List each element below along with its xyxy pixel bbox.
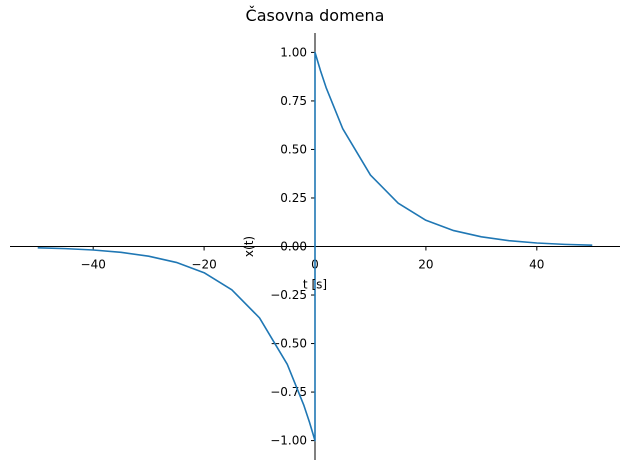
series-layer (37, 51, 593, 442)
y-ticks: −1.00 −0.75 −0.50 −0.25 0.00 0.25 0.50 0.75 1.00 (270, 45, 315, 448)
y-tick-label: 0.75 (280, 94, 307, 108)
y-tick-label: −0.75 (270, 385, 307, 399)
y-tick-label: 0.50 (280, 142, 307, 156)
x-tick-label: −20 (191, 258, 216, 272)
y-tick-label: −1.00 (270, 434, 307, 448)
y-tick-label: −0.50 (270, 337, 307, 351)
x-tick-label: 40 (529, 258, 544, 272)
y-tick-label: −0.25 (270, 288, 307, 302)
x-tick-label: 20 (418, 258, 433, 272)
y-tick-label: 1.00 (280, 45, 307, 59)
x-axis-label: t [s] (303, 278, 327, 292)
axis-labels: t [s] x(t) (242, 236, 327, 292)
x-tick-label: −40 (81, 258, 106, 272)
chart-title: Časovna domena (245, 6, 385, 25)
y-tick-label: 0.25 (280, 191, 307, 205)
y-tick-label: 0.00 (280, 240, 307, 254)
series-line (37, 51, 593, 442)
y-axis-label: x(t) (242, 236, 256, 257)
x-ticks: −40 −20 0 20 40 (81, 246, 544, 272)
